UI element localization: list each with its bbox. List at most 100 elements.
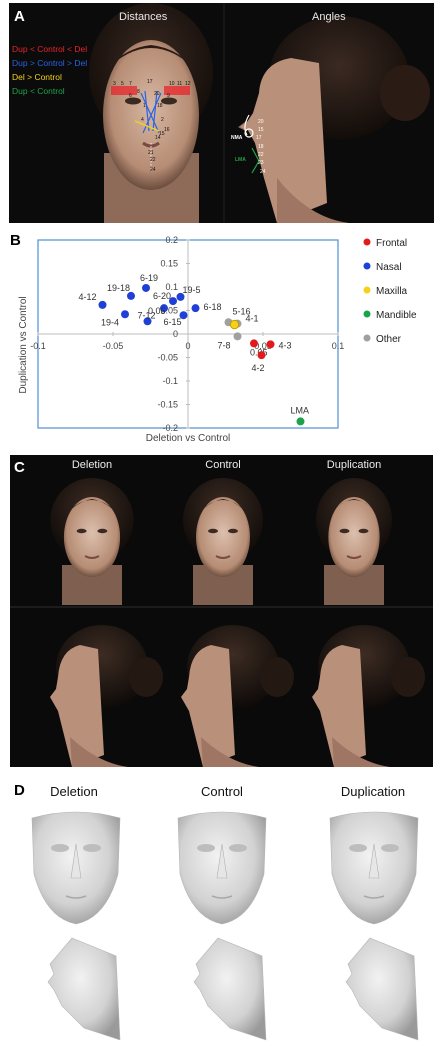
y-tick-label: 0.05: [160, 306, 178, 316]
landmark-number: 9: [167, 93, 170, 99]
data-point-frontal: [266, 340, 275, 349]
data-point-nasal: [127, 291, 135, 300]
data-point-label: 5-16: [233, 306, 251, 316]
profile-landmark-number: 15: [258, 127, 264, 133]
data-point-label: 6-18: [204, 302, 222, 312]
data-point-nasal: [191, 304, 200, 313]
legend-label-mandible: Mandible: [376, 310, 417, 321]
data-point-label: 19-4: [101, 317, 119, 327]
legend-label-nasal: Nasal: [376, 262, 402, 273]
data-point-other: [233, 332, 242, 341]
profile-landmark-number: 17: [256, 135, 262, 141]
profile-angle-overlay: 20 15 17 18 22 23 24 NMA LMA: [231, 114, 266, 175]
data-point-label: 19-5: [183, 285, 201, 295]
nma-label: NMA: [231, 135, 243, 141]
data-point-maxilla: [229, 319, 240, 330]
c-title-duplication: Duplication: [326, 459, 382, 471]
landmark-number: 18: [157, 103, 163, 109]
legend-dup-lt-control-lt-del: Dup < Control < Del: [12, 44, 88, 54]
data-point-label: 4-3: [279, 340, 292, 350]
legend-swatch: [363, 238, 371, 246]
x-axis-label: Deletion vs Control: [146, 433, 230, 444]
data-point-label: 7-8: [218, 340, 231, 350]
profile-landmark-number: 22: [258, 152, 264, 158]
mesh-profile-deletion: [47, 937, 121, 1041]
mesh-frontal-duplication: [329, 811, 419, 925]
data-point-label: 7-12: [138, 310, 156, 320]
panel-a: 3 5 7 17 8 10 11 12 6 20 9 1 18 4 2 16 15 14 21 22 24 20 15 17…: [9, 3, 434, 223]
data-point-label: 6-20: [153, 291, 171, 301]
data-point-label: 19-18: [107, 283, 130, 293]
data-point-nasal: [176, 292, 185, 301]
x-tick-label: 0.1: [332, 341, 345, 351]
profile-face-image: [238, 16, 430, 223]
lma-label: LMA: [235, 157, 246, 163]
panel-b-letter: B: [10, 232, 21, 249]
landmark-number: 2: [161, 117, 164, 123]
frontal-face-deletion: [50, 478, 134, 605]
landmark-number: 11: [177, 81, 182, 87]
landmark-number: 10: [169, 81, 175, 87]
y-tick-label: -0.2: [162, 423, 178, 433]
data-point-nasal: [121, 310, 129, 319]
landmark-number: 7: [129, 81, 132, 87]
frontal-face-image: [89, 3, 213, 223]
panel-b: B -0.1 -0.05 0 0.05 0.1 0.2 0.15 0.1 0.05 0 -0.05-…: [0, 228, 443, 450]
angles-title: Angles: [312, 11, 346, 23]
panel-d-letter: D: [14, 782, 25, 799]
profile-landmark-number: 23: [258, 160, 264, 166]
distances-title: Distances: [119, 11, 168, 23]
data-point-label: 0.05: [148, 306, 166, 316]
data-point-mandible: [296, 417, 305, 426]
data-point-nasal: [143, 317, 152, 326]
landmark-number: 17: [147, 79, 153, 85]
data-point-nasal: [98, 300, 107, 309]
landmark-number: 15: [159, 131, 165, 137]
landmark-number: 20: [154, 91, 160, 97]
data-point-label: 6-19: [140, 273, 158, 283]
frontal-face-control: [183, 478, 263, 605]
landmark-number: 12: [185, 81, 191, 87]
landmark-number: 14: [155, 135, 161, 141]
landmark-number: 24: [150, 167, 156, 173]
data-point-label: LMA: [291, 405, 310, 415]
y-tick-label: 0: [173, 329, 178, 339]
profile-face-duplication: [312, 625, 425, 767]
legend-label-frontal: Frontal: [376, 238, 407, 249]
legend-dup-gt-control-gt-del: Dup > Control > Del: [12, 58, 88, 68]
scatter-chart: -0.1 -0.05 0 0.05 0.1 0.2 0.15 0.1 0.05 0 -0.05 -0.…: [18, 235, 417, 444]
x-tick-label: -0.05: [103, 341, 124, 351]
landmark-number: 8: [137, 89, 140, 95]
c-title-deletion: Deletion: [71, 459, 113, 471]
y-tick-label: 0.15: [160, 259, 178, 269]
data-point-label: 4-1: [246, 314, 259, 324]
x-tick-label: -0.1: [30, 341, 46, 351]
panel-c-faces: [10, 478, 433, 767]
panel-a-letter: A: [14, 8, 25, 25]
mesh-frontal-control: [177, 811, 267, 925]
frontal-face-duplication: [316, 478, 392, 605]
data-point-nasal: [169, 297, 177, 306]
landmark-number: 21: [148, 150, 154, 156]
panel-c: C Deletion Control Duplication: [10, 455, 433, 767]
d-title-control: Control: [201, 784, 243, 799]
landmark-number: 3: [113, 81, 116, 87]
legend-label-maxilla: Maxilla: [376, 286, 408, 297]
panel-d: D Deletion Control Duplication: [10, 778, 433, 1046]
landmark-number: 16: [164, 127, 170, 133]
legend-label-other: Other: [376, 334, 402, 345]
data-point-label: 4-2: [252, 363, 265, 373]
legend-swatch: [363, 310, 371, 318]
y-tick-label: 0.2: [165, 235, 178, 245]
d-title-deletion: Deletion: [50, 784, 98, 799]
data-point-nasal: [160, 304, 168, 313]
profile-landmark-number: 18: [258, 144, 264, 150]
y-tick-label: -0.05: [157, 353, 178, 363]
panel-c-letter: C: [14, 459, 25, 476]
d-title-duplication: Duplication: [340, 784, 406, 799]
x-tick-label: 0.05: [254, 341, 272, 351]
landmark-number: 5: [121, 81, 124, 87]
data-point-label: 4-12: [79, 292, 97, 302]
